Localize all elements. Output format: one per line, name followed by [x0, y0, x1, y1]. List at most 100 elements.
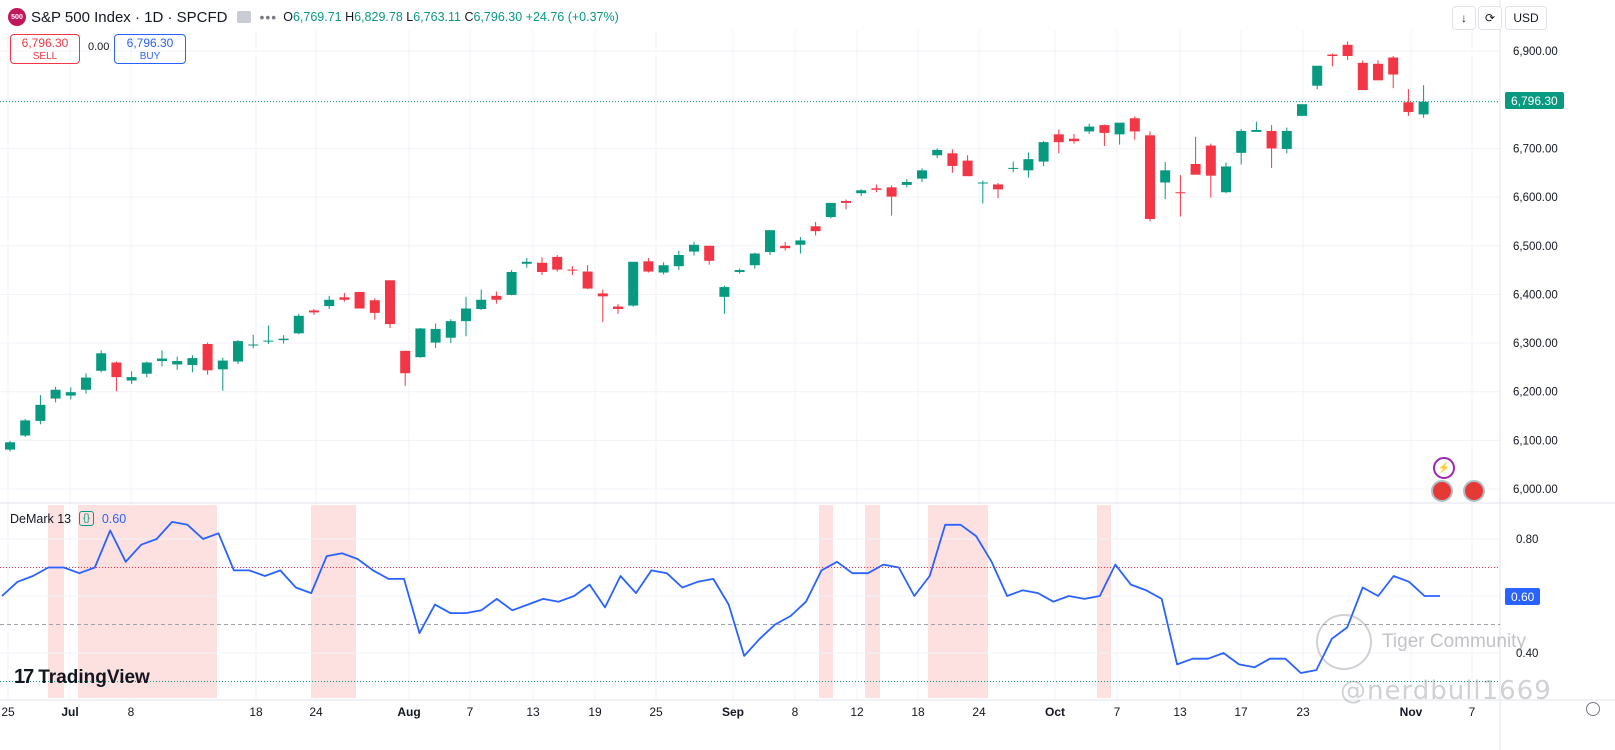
candle-body: [491, 295, 502, 300]
candle-body: [476, 299, 487, 309]
candle-body: [962, 160, 973, 177]
indicator-highlight-zone: [1097, 505, 1111, 698]
candle-body: [582, 271, 593, 289]
candle-body: [1129, 118, 1140, 132]
x-tick-label: 8: [128, 705, 135, 719]
candle-body: [1388, 57, 1399, 75]
candle-body: [1342, 44, 1353, 57]
candle-body: [749, 253, 760, 266]
x-tick-label: 24: [309, 705, 323, 719]
x-tick-label: 7: [467, 705, 474, 719]
tradingview-logo: 17 TradingView: [14, 666, 150, 688]
candle-body: [613, 306, 623, 309]
eye-icon[interactable]: [237, 11, 252, 23]
x-tick-label: 25: [1, 705, 15, 719]
download-icon[interactable]: ↓: [1452, 6, 1476, 30]
indicator-highlight-zone: [78, 505, 217, 698]
candle-body: [825, 202, 836, 218]
spread-value: 0.00: [88, 41, 110, 53]
candle-body: [1069, 138, 1079, 142]
x-tick-label: Oct: [1045, 705, 1065, 719]
candle-body: [20, 420, 31, 436]
indicator-legend[interactable]: DeMark 13 {} 0.60: [10, 511, 126, 526]
last-price-badge: 6,796.30: [1505, 92, 1564, 109]
candle-body: [217, 360, 228, 370]
candle-body: [901, 182, 912, 185]
candle-body: [886, 187, 897, 197]
x-tick-label: 7: [1114, 705, 1121, 719]
indicator-y-tick-label: 0.40: [1516, 648, 1538, 660]
x-tick-label: 19: [588, 705, 602, 719]
candle-body: [1053, 134, 1064, 143]
indicator-y-tick-label: 0.80: [1516, 534, 1538, 546]
candle-body: [993, 184, 1003, 190]
candle-body: [947, 153, 958, 166]
y-tick-label: 6,600.00: [1513, 192, 1558, 204]
candle-body: [689, 244, 699, 252]
candle-body: [673, 254, 684, 267]
candle-body: [339, 297, 350, 300]
x-tick-label: 24: [972, 705, 986, 719]
us-flag-event-icon[interactable]: [1463, 480, 1485, 502]
candle-body: [1008, 167, 1019, 169]
x-tick-label: 25: [649, 705, 663, 719]
candle-body: [537, 262, 547, 273]
candle-body: [430, 328, 441, 343]
candle-body: [567, 269, 578, 271]
candle-body: [309, 310, 319, 313]
indicator-settings-icon[interactable]: {}: [79, 511, 94, 526]
candle-body: [704, 245, 715, 261]
candle-body: [81, 377, 91, 390]
x-tick-label: 13: [1173, 705, 1187, 719]
candle-body: [324, 299, 335, 307]
x-tick-label: 13: [526, 705, 540, 719]
chart-header: 500 S&P 500 Index · 1D · SPCFD ••• O6,76…: [8, 6, 619, 28]
indicator-highlight-zone: [311, 505, 356, 698]
x-tick-label: 12: [850, 705, 864, 719]
candle-body: [354, 291, 365, 309]
us-flag-event-icon[interactable]: [1431, 480, 1453, 502]
candle-body: [50, 389, 61, 399]
candle-body: [141, 362, 152, 374]
symbol-title[interactable]: S&P 500 Index · 1D · SPCFD: [31, 8, 228, 26]
refresh-icon[interactable]: ⟳: [1478, 6, 1502, 30]
lightning-event-icon[interactable]: ⚡: [1433, 457, 1455, 479]
symbol-logo: 500: [8, 8, 26, 26]
candle-body: [233, 341, 243, 362]
candle-body: [1281, 130, 1292, 149]
candle-body: [1403, 102, 1414, 112]
candle-body: [658, 265, 669, 273]
candle-body: [795, 240, 806, 245]
settings-gear-icon[interactable]: [1586, 702, 1600, 716]
candle-body: [871, 188, 882, 190]
candle-body: [400, 350, 411, 374]
candle-body: [1251, 129, 1262, 132]
candle-body: [5, 442, 15, 450]
candle-body: [1312, 65, 1323, 86]
candle-body: [780, 245, 791, 249]
y-tick-label: 6,700.00: [1513, 143, 1558, 155]
x-tick-label: 23: [1296, 705, 1310, 719]
candle-body: [445, 321, 456, 338]
candle-body: [65, 392, 76, 396]
candle-body: [111, 362, 122, 378]
currency-select[interactable]: USD: [1505, 6, 1547, 30]
candle-body: [977, 182, 988, 184]
candle-body: [1236, 130, 1247, 153]
x-tick-label: Jul: [61, 705, 78, 719]
candle-body: [765, 230, 775, 253]
more-dots-icon[interactable]: •••: [259, 9, 278, 25]
y-tick-label: 6,000.00: [1513, 484, 1558, 496]
candle-body: [278, 338, 289, 341]
candle-body: [810, 226, 821, 232]
candle-body: [628, 261, 639, 306]
indicator-value: 0.60: [101, 511, 127, 526]
sell-button[interactable]: 6,796.30 SELL: [10, 34, 80, 64]
candle-body: [1357, 62, 1368, 91]
candle-body: [248, 344, 259, 346]
indicator-highlight-zone: [819, 505, 833, 698]
tradingview-mark-icon: 17: [14, 666, 34, 688]
candle-body: [1145, 135, 1155, 219]
buy-button[interactable]: 6,796.30 BUY: [114, 34, 186, 64]
